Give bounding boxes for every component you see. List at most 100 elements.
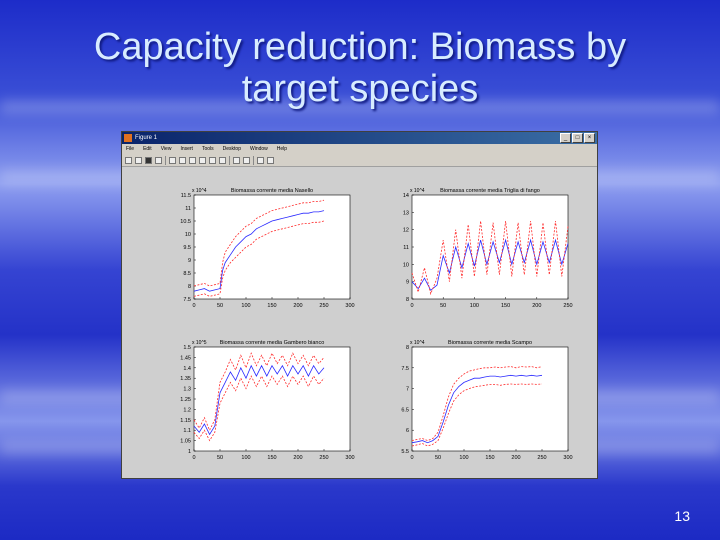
x-tick-label: 50	[217, 303, 223, 309]
axis-exponent-label: x 10^5	[192, 340, 207, 346]
y-tick-label: 11	[403, 245, 409, 251]
series-line-1	[411, 366, 543, 442]
x-tick-label: 100	[459, 455, 468, 461]
pan-icon[interactable]	[199, 156, 206, 164]
window-titlebar[interactable]: Figure 1 _ □ ×	[122, 132, 597, 144]
menu-desktop[interactable]: Desktop	[222, 146, 241, 152]
x-tick-label: 250	[537, 455, 546, 461]
x-tick-label: 250	[563, 303, 572, 309]
y-tick-label: 10.5	[180, 219, 191, 225]
y-tick-label: 8.5	[183, 271, 191, 277]
y-tick-label: 9.5	[183, 245, 191, 251]
series-line-1	[193, 199, 325, 287]
print-icon[interactable]	[155, 156, 162, 164]
axis-exponent-label: x 10^4	[410, 340, 425, 346]
x-tick-label: 50	[217, 455, 223, 461]
x-tick-label: 0	[410, 303, 413, 309]
open-icon[interactable]	[135, 156, 142, 164]
axis-exponent-label: x 10^4	[410, 188, 425, 194]
x-tick-label: 150	[501, 303, 510, 309]
plot-triglia: Biomassa corrente media Triglia di fango…	[403, 188, 573, 309]
dock-icon[interactable]	[267, 156, 274, 164]
series-line-1	[193, 352, 325, 432]
x-tick-label: 200	[293, 455, 302, 461]
x-tick-label: 150	[267, 455, 276, 461]
menu-file[interactable]: File	[126, 146, 135, 152]
y-tick-label: 1.5	[183, 345, 191, 351]
toolbar-separator	[253, 155, 254, 165]
y-tick-label: 6.5	[401, 407, 409, 413]
plot-gambero: Biomassa corrente media Gambero bianco x …	[180, 340, 354, 461]
menu-edit[interactable]: Edit	[143, 146, 152, 152]
y-tick-label: 13	[403, 210, 409, 216]
menu-window[interactable]: Window	[249, 146, 268, 152]
plot-axes-box	[411, 346, 569, 452]
datacursor-icon[interactable]	[219, 156, 226, 164]
series-line-0	[193, 210, 325, 292]
zoom-in-icon[interactable]	[179, 156, 186, 164]
y-tick-label: 1.05	[180, 439, 191, 445]
y-tick-label: 12	[403, 228, 409, 234]
window-title: Figure 1	[135, 135, 158, 141]
x-tick-label: 200	[511, 455, 520, 461]
rotate-icon[interactable]	[209, 156, 216, 164]
slide-title-line1: Capacity reduction: Biomass by	[93, 26, 627, 68]
pointer-icon[interactable]	[169, 156, 176, 164]
plot-title: Biomassa corrente media Nasello	[231, 188, 313, 194]
series-line-2	[411, 383, 543, 447]
colorbar-icon[interactable]	[233, 156, 240, 164]
series-line-2	[193, 220, 325, 297]
y-tick-label: 8	[406, 345, 409, 351]
x-tick-label: 100	[241, 303, 250, 309]
y-tick-label: 7.5	[183, 297, 191, 303]
menu-tools[interactable]: Tools	[201, 146, 214, 152]
y-tick-label: 7	[406, 387, 409, 393]
toolbar-separator	[165, 155, 166, 165]
plot-axes-box	[193, 346, 351, 452]
save-icon[interactable]	[145, 156, 152, 164]
x-tick-label: 100	[241, 455, 250, 461]
x-tick-label: 50	[440, 303, 446, 309]
toolbar-separator	[229, 155, 230, 165]
series-line-2	[193, 375, 325, 442]
y-tick-label: 1.2	[183, 407, 191, 413]
close-button[interactable]: ×	[584, 133, 595, 143]
zoom-out-icon[interactable]	[189, 156, 196, 164]
plot-title: Biomassa corrente media Scampo	[448, 340, 532, 346]
series-line-0	[411, 374, 543, 444]
minimize-button[interactable]: _	[560, 133, 571, 143]
menu-help[interactable]: Help	[276, 146, 288, 152]
x-tick-label: 0	[410, 455, 413, 461]
new-icon[interactable]	[125, 156, 132, 164]
slide-title: Capacity reduction: Biomass by target sp…	[0, 26, 720, 110]
y-tick-label: 6	[406, 428, 409, 434]
menu-view[interactable]: View	[160, 146, 172, 152]
y-tick-label: 1.4	[183, 366, 191, 372]
y-tick-label: 1.1	[183, 428, 191, 434]
menu-bar: File Edit View Insert Tools Desktop Wind…	[122, 144, 597, 154]
legend-icon[interactable]	[243, 156, 250, 164]
y-tick-label: 11.5	[181, 193, 191, 199]
y-tick-label: 9	[188, 258, 191, 264]
series-line-0	[411, 238, 569, 291]
x-tick-label: 300	[345, 455, 354, 461]
maximize-button[interactable]: □	[572, 133, 583, 143]
y-tick-label: 11	[185, 206, 191, 212]
figure-canvas: Biomassa corrente media Nasello x 10^4 0 50…	[122, 167, 597, 478]
y-tick-label: 7.5	[401, 366, 409, 372]
y-tick-label: 10	[185, 232, 191, 238]
x-tick-label: 250	[319, 303, 328, 309]
y-tick-label: 8	[188, 284, 191, 290]
figure-window[interactable]: Figure 1 _ □ × File Edit View Insert Too…	[121, 131, 598, 479]
x-tick-label: 200	[532, 303, 541, 309]
y-tick-label: 14	[403, 193, 409, 199]
x-tick-label: 100	[470, 303, 479, 309]
plottools-icon[interactable]	[257, 156, 264, 164]
y-tick-label: 1.15	[180, 418, 191, 424]
y-tick-label: 1.3	[183, 387, 191, 393]
plot-title: Biomassa corrente media Triglia di fango	[440, 188, 540, 194]
x-tick-label: 0	[192, 455, 195, 461]
menu-insert[interactable]: Insert	[180, 146, 193, 152]
figure-toolbar	[122, 154, 597, 167]
y-tick-label: 1	[188, 449, 191, 455]
